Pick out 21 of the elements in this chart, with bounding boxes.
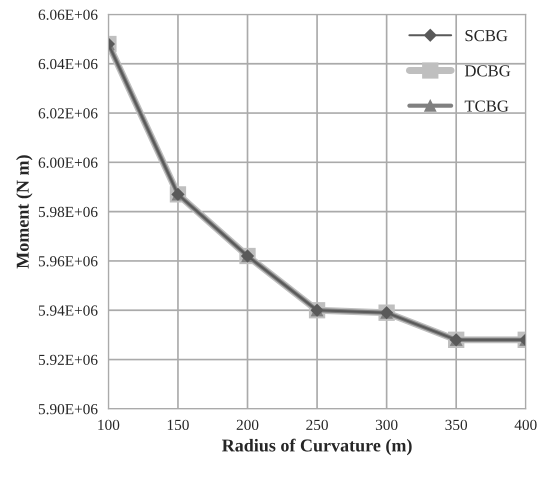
x-tick-label: 200 [236, 420, 258, 430]
x-axis-title: Radius of Curvature (m) [222, 438, 412, 456]
y-axis-title: Moment (N m) [16, 155, 32, 268]
y-tick-label: 6.04E+06 [38, 58, 98, 70]
x-tick-label: 100 [98, 420, 120, 430]
y-tick-label: 5.96E+06 [38, 256, 98, 266]
x-tick-label: 150 [168, 420, 189, 430]
y-tick-label: 6.02E+06 [38, 108, 98, 119]
y-tick-label: 6.00E+06 [38, 157, 98, 168]
y-tick-label: 5.94E+06 [38, 305, 98, 316]
x-tick-label: 250 [306, 420, 328, 430]
x-tick-label: 300 [376, 420, 398, 430]
legend-label: DCBG [464, 65, 510, 76]
y-tick-label: 6.06E+06 [38, 10, 98, 20]
x-tick-label: 350 [445, 420, 468, 430]
y-tick-label: 5.92E+06 [38, 354, 98, 366]
y-tick-label: 5.98E+06 [38, 206, 98, 218]
x-tick-label: 400 [514, 420, 537, 430]
legend-label: TCBG [464, 100, 508, 112]
legend-label: SCBG [466, 30, 508, 42]
y-tick-label: 5.90E+06 [38, 404, 98, 414]
